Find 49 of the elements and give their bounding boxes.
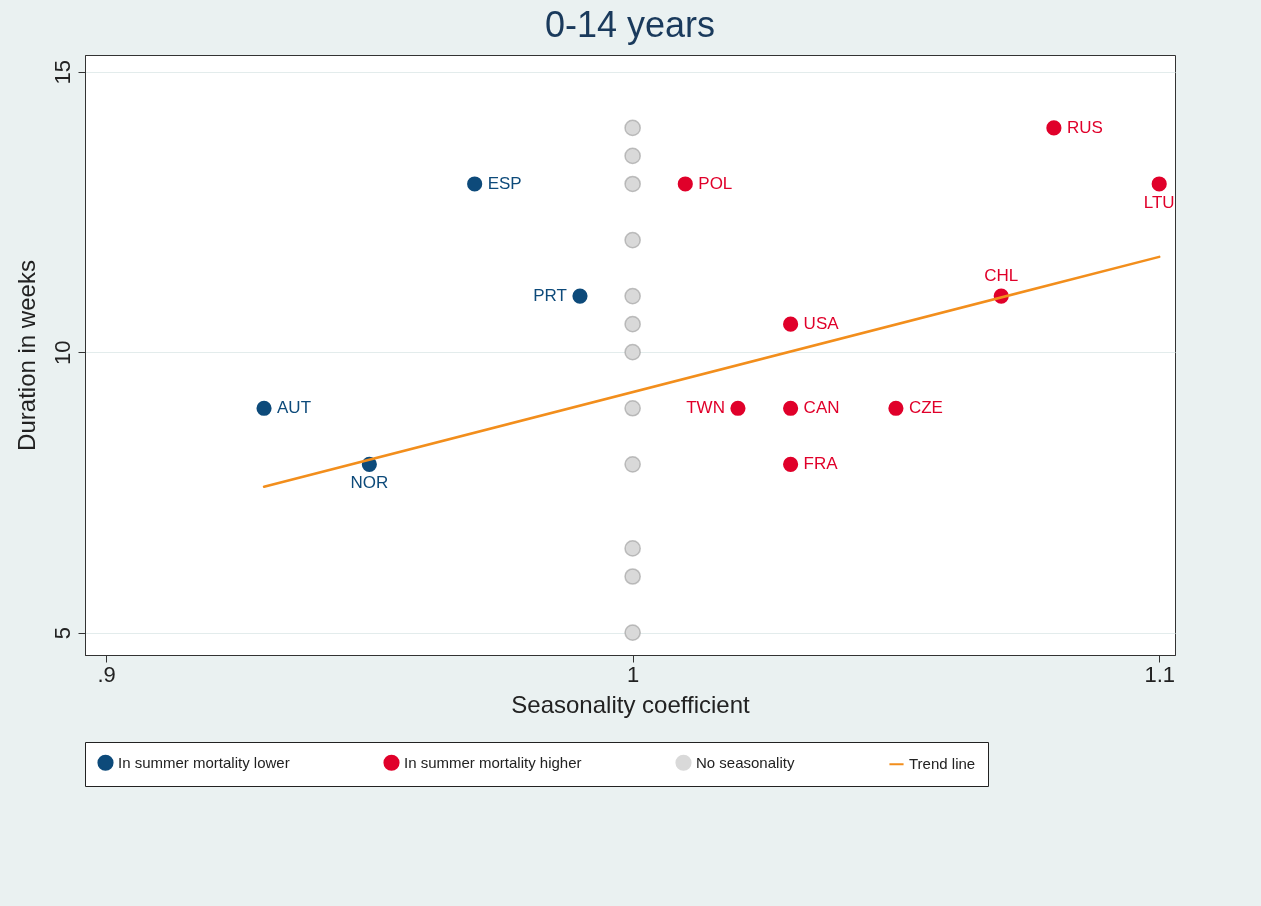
point xyxy=(624,568,641,585)
x-tick-label: 1 xyxy=(627,661,640,687)
point xyxy=(256,400,272,416)
point xyxy=(783,316,799,332)
point xyxy=(730,400,746,416)
annotation: NOR xyxy=(350,473,389,493)
point xyxy=(624,175,641,193)
x-tick-label: .9 xyxy=(97,661,116,687)
point xyxy=(624,624,641,641)
y-tick-label: 15 xyxy=(49,60,75,85)
point xyxy=(624,119,641,137)
annotation: CZE xyxy=(908,398,943,418)
point xyxy=(888,400,904,416)
annotation: ESP xyxy=(487,173,522,193)
annotation: AUT xyxy=(277,398,312,418)
legend-label: In summer mortality higher xyxy=(404,753,582,771)
y-axis-title: Duration in weeks xyxy=(12,260,40,451)
annotation: PRT xyxy=(533,286,567,306)
legend-label: No seasonality xyxy=(696,753,795,771)
chart-title: 0-14 years xyxy=(544,4,716,45)
legend-label: In summer mortality lower xyxy=(118,753,290,771)
point xyxy=(467,176,483,192)
point xyxy=(624,456,641,473)
annotation: TWN xyxy=(686,398,725,418)
point xyxy=(624,231,641,249)
point xyxy=(572,288,588,304)
annotation: CHL xyxy=(984,266,1019,286)
point xyxy=(624,540,641,557)
point xyxy=(783,456,799,472)
x-tick-label: 1.1 xyxy=(1144,661,1175,687)
point xyxy=(624,315,641,333)
point xyxy=(624,343,641,361)
y-tick-label: 5 xyxy=(49,626,75,640)
annotation: LTU xyxy=(1143,192,1175,212)
legend-label: Trend line xyxy=(909,755,976,773)
point xyxy=(624,287,641,305)
point xyxy=(624,147,641,165)
annotation: USA xyxy=(803,314,840,334)
point xyxy=(624,399,641,417)
point xyxy=(783,400,799,416)
annotation: CAN xyxy=(803,398,840,418)
point xyxy=(677,176,693,192)
point xyxy=(1151,176,1167,192)
annotation: POL xyxy=(698,173,733,193)
point xyxy=(1046,120,1062,136)
annotation: RUS xyxy=(1066,117,1103,137)
x-axis-title: Seasonality coefficient xyxy=(511,690,751,718)
annotation: FRA xyxy=(803,454,839,474)
y-tick-label: 10 xyxy=(49,340,75,365)
